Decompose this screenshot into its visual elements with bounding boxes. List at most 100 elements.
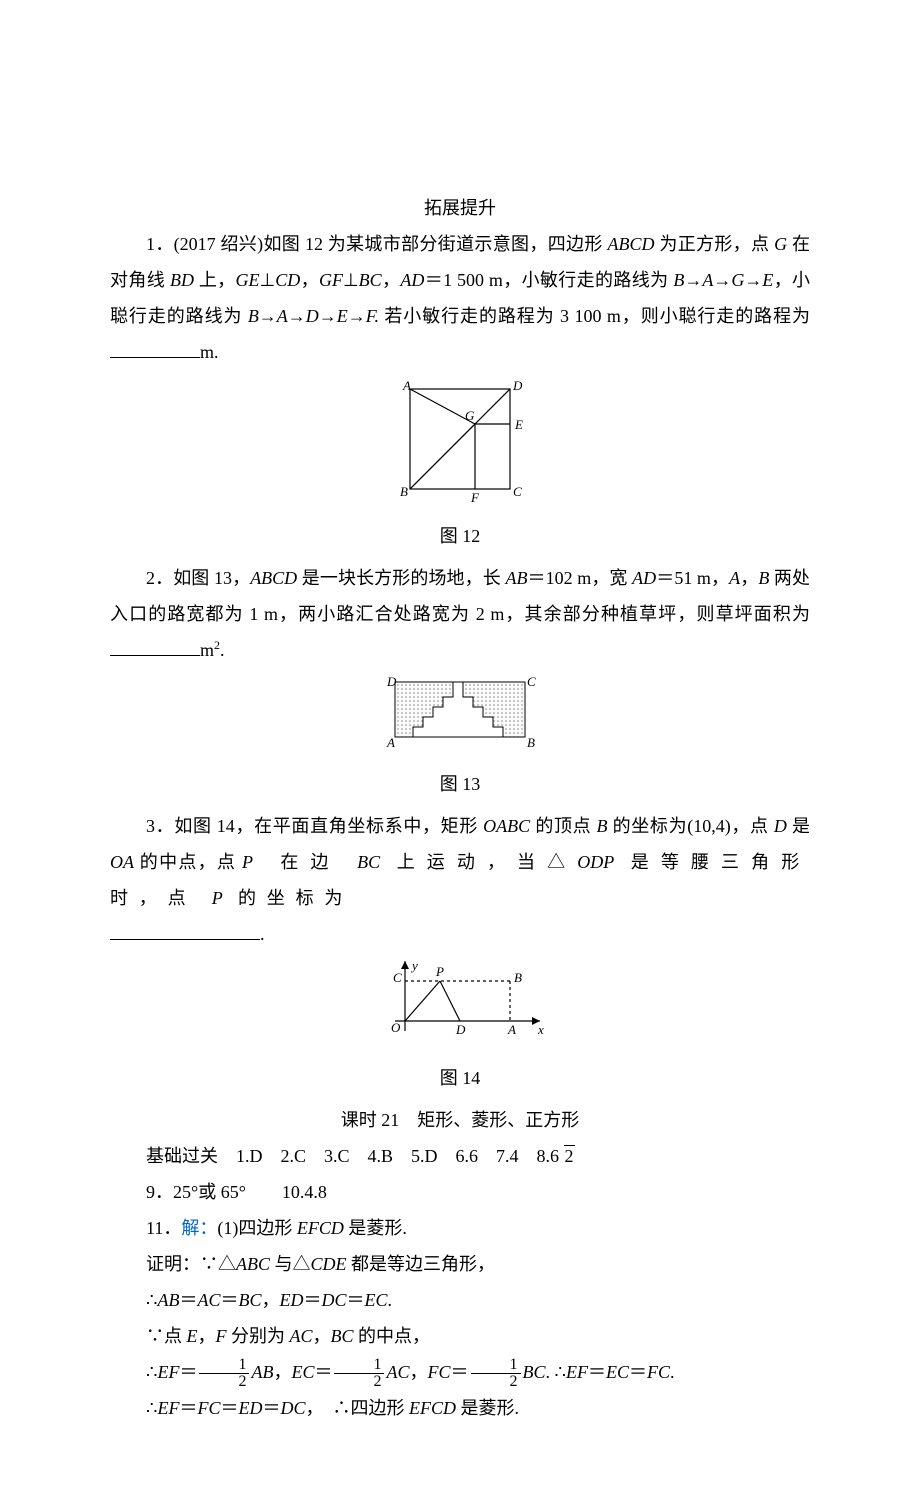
p11-ec2: EC (291, 1362, 314, 1382)
ans-sqrt2: 2 (564, 1145, 575, 1166)
p11-ed: ED (279, 1290, 303, 1310)
p11-g9: ＝ (629, 1362, 647, 1382)
p11-label: 11． (146, 1218, 181, 1238)
p11-ab: AB (157, 1290, 179, 1310)
answers-p11-3: ∴AB＝AC＝BC，ED＝DC＝EC. (110, 1282, 810, 1318)
p11-ef2: EF (566, 1362, 588, 1382)
section-header: 拓展提升 (110, 190, 810, 226)
figure-12: A D B C G E F (110, 374, 810, 516)
fig12-F: F (470, 490, 480, 504)
p11-dot3: . (670, 1362, 675, 1382)
p11-g2: ＝ (220, 1290, 238, 1310)
fig13-B: B (527, 735, 535, 750)
figure-13: D C A B (110, 672, 810, 764)
q1-blank (110, 339, 200, 358)
fig13-A: A (386, 735, 395, 750)
q2-ab: AB (505, 568, 527, 588)
p11-comma3: ， (409, 1362, 427, 1382)
q3-odp: ODP (577, 852, 614, 872)
p11-solve: 解： (181, 1218, 217, 1238)
p11-f2: F (216, 1326, 227, 1346)
answers-line2: 9．25°或 65° 10.4.8 (110, 1174, 810, 1210)
p11-c: 证明：∵△ (146, 1254, 236, 1274)
q3-text4: 是 (787, 816, 810, 836)
answers-title: 课时 21 矩形、菱形、正方形 (110, 1102, 810, 1138)
p11-b: 是菱形. (344, 1218, 407, 1238)
p11-i: ， (198, 1326, 216, 1346)
p11-fc2: FC (647, 1362, 670, 1382)
p11-abc: ABC (236, 1254, 270, 1274)
q3-text6: 在边 (264, 852, 357, 872)
answers-p11-2: 证明：∵△ABC 与△CDE 都是等边三角形， (110, 1246, 810, 1282)
answers-p11-6: ∴EF＝FC＝ED＝DC， ∴四边形 EFCD 是菱形. (110, 1390, 810, 1426)
p11-bc: BC (238, 1290, 261, 1310)
q1-route2: B→A→D→E→F. (248, 306, 379, 326)
q3-blank-line: . (110, 916, 810, 952)
p11-e: 都是等边三角形， (347, 1254, 496, 1274)
q3-d: D (774, 816, 787, 836)
p11-ef3: EF (157, 1398, 179, 1418)
q3-text9: 的坐标为 (223, 888, 354, 908)
fig14-O: O (391, 1020, 401, 1035)
q3-text5: 的中点，点 (134, 852, 242, 872)
q1-bd: BD (170, 270, 194, 290)
fig12-B: B (400, 484, 408, 499)
fig12-D: D (512, 378, 523, 393)
frac-1-2-c: 12 (471, 1357, 521, 1390)
question-3: 3．如图 14，在平面直角坐标系中，矩形 OABC 的顶点 B 的坐标为(10,… (110, 808, 810, 916)
q2-text: 2．如图 13， (146, 568, 250, 588)
p11-bc2: BC (331, 1326, 354, 1346)
q2-text3: ＝102 m，宽 (527, 568, 632, 588)
q2-blank (110, 637, 200, 656)
q2-unit: m (200, 640, 214, 660)
figure-14: C B O A D P y x (110, 956, 810, 1058)
q2-text4: ＝51 m， (656, 568, 729, 588)
answers-p11-1: 11．解：(1)四边形 EFCD 是菱形. (110, 1210, 810, 1246)
p11-g5: ＝ (179, 1362, 197, 1382)
p11-m: 是菱形. (456, 1398, 519, 1418)
fig14-y: y (410, 958, 418, 973)
p11-e2: E (187, 1326, 198, 1346)
p11-comma: ， (261, 1290, 279, 1310)
q3-text: 3．如图 14，在平面直角坐标系中，矩形 (146, 816, 483, 836)
fig14-D: D (455, 1022, 466, 1037)
q1-ge: GE (236, 270, 260, 290)
q1-text6: 若小敏行走的路程为 3 100 m，则小聪行走的路程为 (379, 306, 810, 326)
p11-efcd: EFCD (297, 1218, 344, 1238)
fig14-C: C (393, 970, 402, 985)
p11-comma2: ， (273, 1362, 291, 1382)
question-1: 1．(2017 绍兴)如图 12 为某城市部分街道示意图，四边形 ABCD 为正… (110, 226, 810, 370)
p11-g6: ＝ (314, 1362, 332, 1382)
p11-g10: ＝ (179, 1398, 197, 1418)
p11-ac: AC (197, 1290, 220, 1310)
question-2: 2．如图 13，ABCD 是一块长方形的场地，长 AB＝102 m，宽 AD＝5… (110, 560, 810, 668)
q1-eq: ＝1 500 m，小敏行走的路线为 (424, 270, 673, 290)
q1-text: 1．(2017 绍兴)如图 12 为某城市部分街道示意图，四边形 (146, 234, 608, 254)
p11-dc2: DC (280, 1398, 305, 1418)
q2-period: . (220, 640, 225, 660)
q3-b: B (596, 816, 607, 836)
q3-oa: OA (110, 852, 134, 872)
q1-text2: 为正方形，点 (655, 234, 775, 254)
p11-k: 的中点， (354, 1326, 431, 1346)
q1-bc: BC (359, 270, 382, 290)
q1-g: G (774, 234, 787, 254)
ans-line1: 1.D 2.C 3.C 4.B 5.D 6.6 7.4 8.6 (236, 1146, 564, 1166)
q3-p: P (242, 852, 264, 872)
p11-g12: ＝ (262, 1398, 280, 1418)
p11-ac2: AC (290, 1326, 313, 1346)
p11-efcd2: EFCD (409, 1398, 456, 1418)
q1-perp1: ⊥ (260, 270, 276, 290)
fig14-B: B (514, 970, 522, 985)
q1-perp2: ⊥ (343, 270, 359, 290)
q3-text3: 的坐标为(10,4)，点 (607, 816, 773, 836)
q3-bc: BC (357, 852, 380, 872)
q1-gf: GF (319, 270, 343, 290)
p11-comma4: ， (305, 1398, 332, 1418)
frac-1-2-a: 12 (199, 1357, 249, 1390)
fig12-C: C (513, 484, 522, 499)
q2-abcd: ABCD (250, 568, 297, 588)
figure-13-label: 图 13 (110, 766, 810, 802)
p11-ef: EF (157, 1362, 179, 1382)
fig14-P: P (435, 964, 444, 979)
